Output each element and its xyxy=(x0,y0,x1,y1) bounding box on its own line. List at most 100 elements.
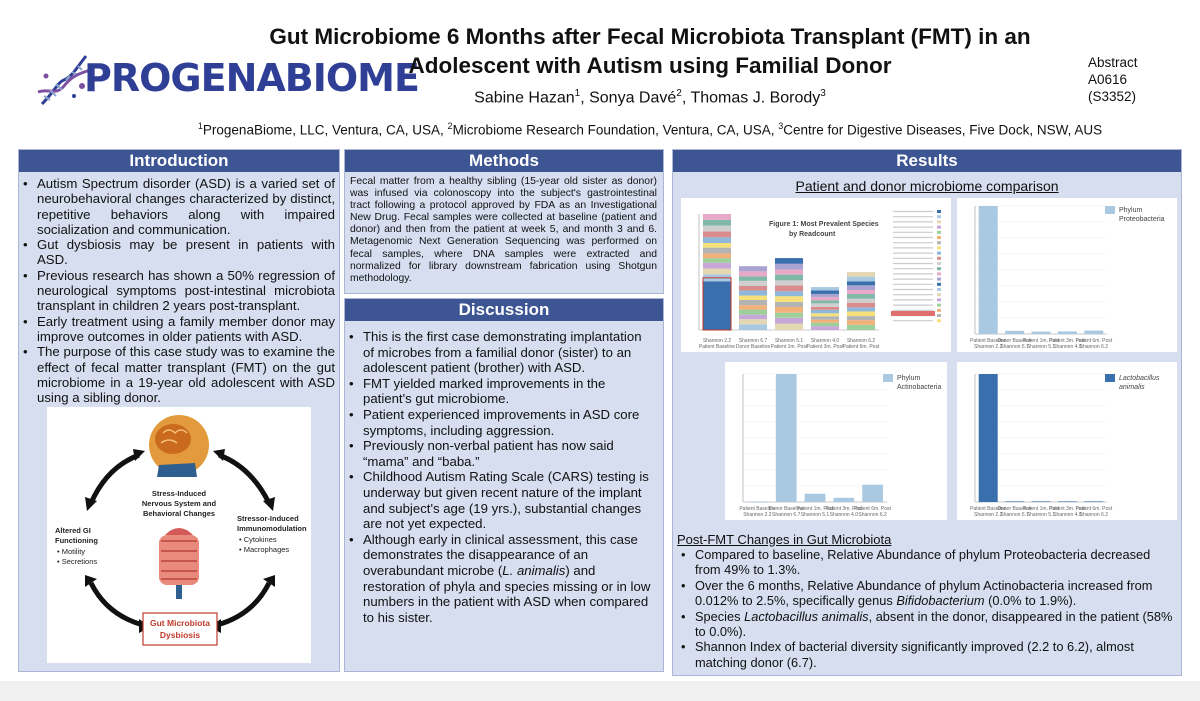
legend-swatch xyxy=(937,215,941,219)
post-fmt-heading: Post-FMT Changes in Gut Microbiota xyxy=(677,532,892,547)
bar-segment xyxy=(810,290,840,294)
cycle-arrows xyxy=(88,452,272,628)
intestine-icon xyxy=(159,528,199,599)
affiliation-text: ProgenaBiome, LLC, Ventura, CA, USA, xyxy=(202,122,448,138)
bar-segment xyxy=(738,285,768,291)
bar xyxy=(775,374,797,502)
x-tick-label: Shannon 5.1 xyxy=(1027,344,1056,350)
x-tick-label: Shannon 4.0 xyxy=(811,338,840,344)
bar-segment xyxy=(846,307,876,312)
stacked-bar xyxy=(810,287,840,330)
legend-swatch xyxy=(937,298,941,302)
dysbiosis-label-1: Gut Microbiota xyxy=(150,618,210,628)
bar-segment xyxy=(774,285,804,292)
legend-swatch xyxy=(937,256,941,260)
discussion-bullet-text: This is the first case demonstrating imp… xyxy=(363,329,642,376)
x-tick-label: Shannon 4.0 xyxy=(1053,344,1082,350)
brain-head-icon xyxy=(149,415,209,477)
immuno-label-2: Immunomodulation xyxy=(237,524,307,533)
post-fmt-changes: Post-FMT Changes in Gut Microbiota Compa… xyxy=(677,532,1177,670)
bar-segment xyxy=(738,280,768,286)
x-tick-label: Patient 1m. Post xyxy=(1023,338,1060,344)
title-line-1: Gut Microbiome 6 Months after Fecal Micr… xyxy=(269,24,1031,49)
discussion-bullet-text: L. animalis xyxy=(502,562,566,578)
bar-segment xyxy=(846,272,876,277)
legend-swatch xyxy=(937,308,941,312)
post-fmt-bullet: Over the 6 months, Relative Abundance of… xyxy=(677,578,1177,609)
introduction-list: Autism Spectrum disorder (ASD) is a vari… xyxy=(19,172,339,405)
stacked-bar xyxy=(702,214,732,330)
legend-swatch xyxy=(937,262,941,265)
bar-segment xyxy=(738,290,768,296)
x-tick-label: Shannon 6.2 xyxy=(858,512,887,518)
legend-swatch xyxy=(937,282,941,286)
bar-segment xyxy=(702,231,732,238)
author-name: Sonya Davé xyxy=(589,89,677,107)
legend-swatch xyxy=(937,272,941,276)
author-affil-number: 3 xyxy=(820,88,826,99)
gi-item-1: • Motility xyxy=(57,547,85,556)
bar-segment xyxy=(846,294,876,299)
bar xyxy=(833,497,855,502)
legend-swatch xyxy=(937,319,941,323)
x-tick-label: Patient 3m. Post xyxy=(1049,506,1086,512)
bar-segment xyxy=(774,263,804,270)
bar xyxy=(1084,330,1104,334)
bar-segment xyxy=(846,324,876,330)
x-tick-label: Donor Baseline xyxy=(998,506,1032,512)
post-fmt-bullet-text: Shannon Index of bacterial diversity sig… xyxy=(695,639,1134,670)
methods-panel: Methods Fecal matter from a healthy sibl… xyxy=(344,149,664,294)
bar-segment xyxy=(702,262,732,269)
lactobacillus-chart: Patient Baseline Shannon 2.2 Donor Baselin… xyxy=(957,362,1177,520)
x-tick-label: Patient 3m. Post xyxy=(1049,338,1086,344)
dysbiosis-box xyxy=(142,612,218,646)
bar-segment xyxy=(738,266,768,272)
x-tick-label: Shannon 5.1 xyxy=(801,512,830,518)
bar-segment xyxy=(774,258,804,264)
actinobacteria-chart: Patient Baseline Shannon 2.2 Donor Baselin… xyxy=(725,362,947,520)
affiliation-text: Microbiome Research Foundation, Ventura,… xyxy=(452,122,779,138)
legend-label: Phylum xyxy=(897,375,921,382)
abstract-code: (S3352) xyxy=(1088,89,1137,104)
bar-segment xyxy=(738,324,768,330)
dna-helix-icon xyxy=(37,55,91,106)
introduction-panel: Introduction Autism Spectrum disorder (A… xyxy=(18,149,340,672)
post-fmt-bullet-text: Lactobacillus animalis xyxy=(744,608,869,624)
post-fmt-bullet: Shannon Index of bacterial diversity sig… xyxy=(677,639,1177,670)
bar-segment xyxy=(774,296,804,302)
legend-swatch xyxy=(937,236,941,239)
legend-swatch xyxy=(937,210,941,213)
discussion-panel: Discussion This is the first case demons… xyxy=(344,298,664,672)
progenabiome-logo: PROGENABIOME xyxy=(34,52,420,112)
bar-segment xyxy=(846,298,876,303)
proteobacteria-chart: Patient Baseline Shannon 2.2 Donor Baselin… xyxy=(957,198,1177,352)
bar-segment xyxy=(810,313,840,317)
bar-segment xyxy=(846,289,876,295)
bar-segment xyxy=(774,274,804,281)
legend-swatch xyxy=(937,303,941,307)
figure1-title-line1: Figure 1: Most Prevalent Species xyxy=(769,221,879,228)
bar xyxy=(1031,331,1051,334)
x-tick-label: Patient Baseline xyxy=(739,506,775,512)
bar-segment xyxy=(738,276,768,281)
x-tick-label: Shannon 2.2 xyxy=(974,344,1003,350)
post-fmt-bullet-text: (0.0% to 1.9%). xyxy=(984,593,1077,609)
legend-swatch xyxy=(937,277,941,281)
legend-swatch xyxy=(937,314,941,317)
legend-swatch xyxy=(937,293,941,297)
figure1-title-line2: by Readcount xyxy=(789,231,836,238)
bar-segment xyxy=(774,306,804,313)
methods-heading: Methods xyxy=(345,150,663,172)
bar-segment xyxy=(774,269,804,275)
bar-segment xyxy=(702,247,732,254)
bar-segment xyxy=(738,271,768,277)
stacked-bar xyxy=(774,258,804,330)
discussion-heading: Discussion xyxy=(345,299,663,321)
bar-segment xyxy=(810,287,840,291)
immuno-item-1: • Cytokines xyxy=(239,535,277,544)
post-fmt-bullet-text: Species xyxy=(695,608,745,624)
discussion-bullet: Childhood Autism Rating Scale (CARS) tes… xyxy=(345,469,655,531)
bar-segment xyxy=(774,280,804,286)
bar-segment xyxy=(774,291,804,297)
stacked-bar xyxy=(738,266,768,330)
